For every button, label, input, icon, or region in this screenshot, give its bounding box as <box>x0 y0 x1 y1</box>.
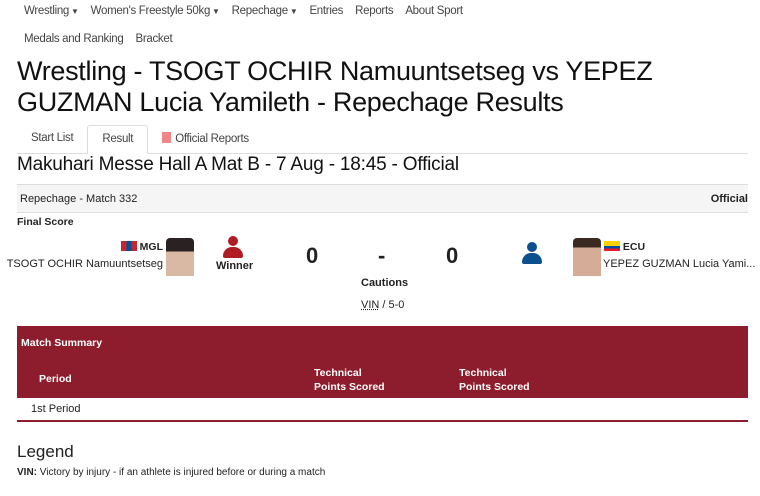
person-icon <box>522 242 542 266</box>
caret-down-icon: ▼ <box>212 7 220 16</box>
match-summary-header: Match Summary Period Technical Points Sc… <box>17 326 748 398</box>
venue-heading: Makuhari Messe Hall A Mat B - 7 Aug - 18… <box>17 154 459 175</box>
col-period: Period <box>39 373 72 385</box>
page-title: Wrestling - TSOGT OCHIR Namuuntsetseg vs… <box>17 56 653 117</box>
athlete2-score: 0 <box>446 243 459 268</box>
nav-about-sport[interactable]: About Sport <box>405 5 463 17</box>
nav-bracket[interactable]: Bracket <box>135 33 173 45</box>
flag-mgl-icon <box>120 241 137 251</box>
athlete1-name[interactable]: TSOGT OCHIR Namuuntsetseg <box>6 258 163 270</box>
nav-phase[interactable]: Repechage ▼ <box>231 5 298 17</box>
tabs: Start List Result Official Reports <box>17 125 748 154</box>
cautions-label: Cautions <box>361 277 409 289</box>
flag-ecu-icon <box>604 241 620 251</box>
tab-result[interactable]: Result <box>87 125 149 154</box>
decision-code[interactable]: VIN <box>361 299 380 311</box>
caret-down-icon: ▼ <box>289 7 298 16</box>
person-icon <box>223 236 243 260</box>
nav-entries[interactable]: Entries <box>309 5 344 17</box>
athlete2-noc: ECU <box>604 241 645 253</box>
col-tp-athlete1: Technical Points Scored <box>314 367 385 393</box>
winner-label: Winner <box>216 260 254 272</box>
legend-item: VIN: Victory by injury - if an athlete i… <box>17 467 326 478</box>
match-label: Repechage - Match 332 <box>20 192 138 205</box>
nav-medals[interactable]: Medals and Ranking <box>24 33 124 45</box>
nav-event[interactable]: Women's Freestyle 50kg ▼ <box>90 5 220 17</box>
nav-reports[interactable]: Reports <box>355 5 394 17</box>
athlete2-name[interactable]: YEPEZ GUZMAN Lucia Yami... <box>603 258 756 270</box>
tab-start-list[interactable]: Start List <box>31 132 74 144</box>
athlete1-photo <box>166 238 194 276</box>
athlete2-photo <box>573 238 601 276</box>
nav-wrestling[interactable]: Wrestling ▼ <box>24 5 79 17</box>
decision: VIN / 5-0 <box>361 299 405 311</box>
match-summary-title: Match Summary <box>21 337 103 349</box>
athlete1-noc: MGL <box>120 241 163 253</box>
match-status: Official <box>710 192 748 205</box>
score-separator: - <box>378 243 386 268</box>
main-nav: Wrestling ▼ Women's Freestyle 50kg ▼ Repec… <box>24 5 463 17</box>
athlete1-score: 0 <box>306 243 319 268</box>
table-row: 1st Period <box>17 398 748 422</box>
pdf-icon <box>162 132 172 143</box>
match-bar: Repechage - Match 332 Official <box>17 184 748 213</box>
legend-title: Legend <box>17 442 74 461</box>
col-tp-athlete2: Technical Points Scored <box>459 367 530 393</box>
final-score-label: Final Score <box>17 216 74 228</box>
caret-down-icon: ▼ <box>71 7 79 16</box>
main-nav-row2: Medals and Ranking Bracket <box>24 33 173 45</box>
tab-official-reports[interactable]: Official Reports <box>148 125 263 154</box>
